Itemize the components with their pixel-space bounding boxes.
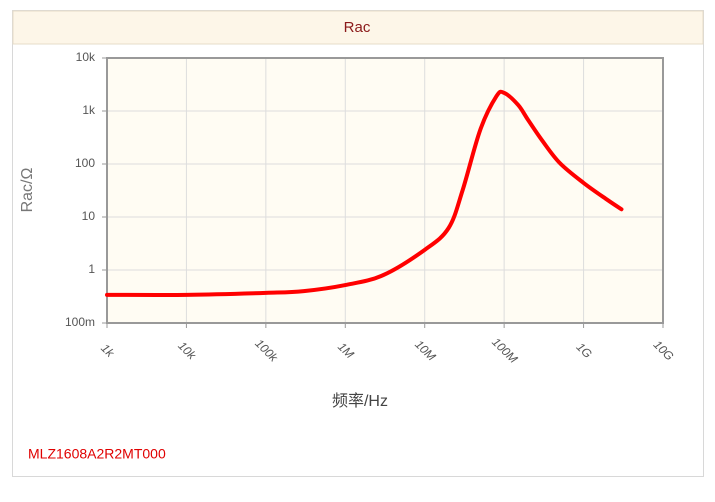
x-axis-label: 频率/Hz xyxy=(332,392,388,410)
y-tick-label: 1 xyxy=(88,262,95,276)
y-tick-label: 10 xyxy=(82,209,96,223)
y-tick-label: 1k xyxy=(82,103,96,117)
chart-title: Rac xyxy=(344,19,371,36)
y-axis-label: Rac/Ω xyxy=(19,168,36,213)
data-line xyxy=(105,89,624,297)
y-tick-label: 10k xyxy=(76,50,96,64)
y-tick-label: 100m xyxy=(65,315,95,329)
plot-area xyxy=(107,58,663,323)
title-bar xyxy=(12,10,704,45)
y-tick-label: 100 xyxy=(75,156,95,170)
plot-border xyxy=(106,57,664,324)
part-number: MLZ1608A2R2MT000 xyxy=(28,446,166,462)
